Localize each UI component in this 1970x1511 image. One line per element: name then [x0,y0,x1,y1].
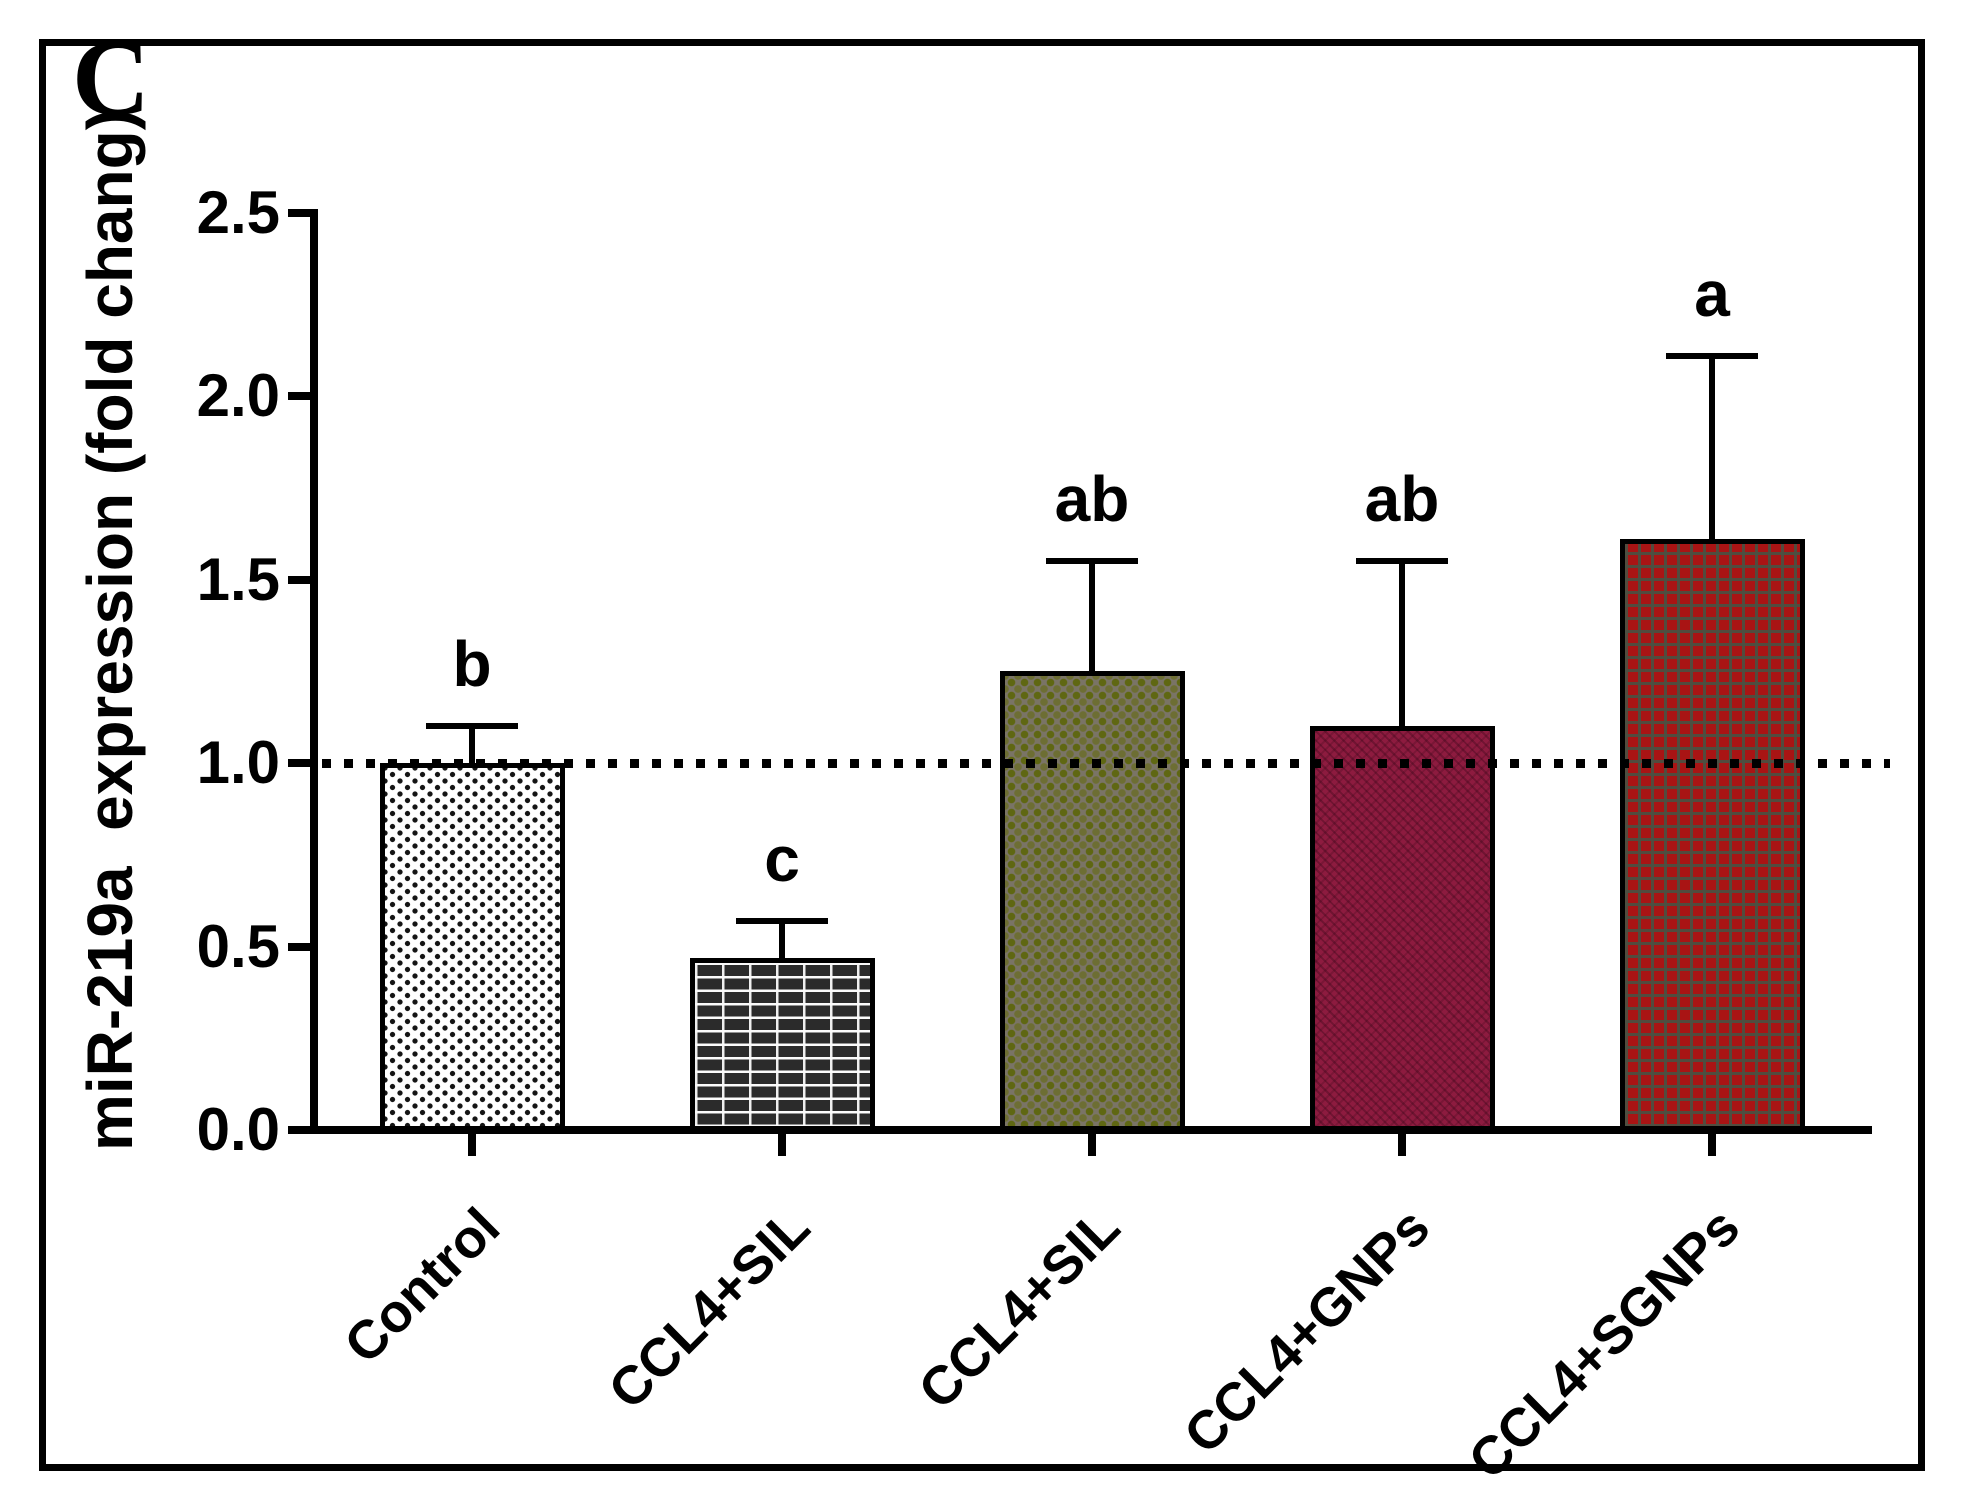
y-tick-label: 0.5 [196,912,280,980]
significance-letter: ab [1364,463,1440,536]
figure-border-frame [39,39,1925,1471]
x-tick [468,1134,476,1156]
y-tick-label: 1.5 [196,545,280,613]
y-tick-label: 2.0 [196,362,280,429]
error-bar-cap [736,917,828,924]
y-tick-label: 0.0 [196,1096,280,1163]
error-bar-cap [1666,352,1758,359]
y-tick [288,759,310,767]
significance-letter: c [764,822,800,895]
x-tick [1088,1134,1096,1156]
y-tick [288,1126,310,1134]
x-category-label: CCL4+SGNPs [1457,1196,1752,1491]
y-tick [288,575,310,584]
error-bar-cap [1046,558,1138,565]
bar-CCL4+SGNPs [1619,539,1805,1132]
bar-CCL4+GNPs [1309,726,1495,1132]
bar-Control [379,763,565,1132]
y-tick [288,208,310,217]
x-tick [778,1134,786,1156]
x-tick [1708,1134,1716,1156]
error-bar-stem [1709,355,1715,544]
error-bar-stem [469,726,475,767]
error-bar-cap [426,723,518,730]
significance-letter: b [452,628,492,701]
y-tick [288,392,310,400]
bar-CCL4+SIL [689,957,875,1132]
x-axis-line [310,1126,1872,1134]
error-bar-cap [1356,558,1448,565]
error-bar-stem [1089,561,1095,676]
reference-line-1x [322,759,1890,768]
error-bar-stem [779,920,785,962]
x-tick [1398,1134,1406,1156]
y-tick-label: 1.0 [196,729,280,796]
error-bar-stem [1399,561,1405,731]
y-tick [288,942,310,951]
y-axis-line [310,208,318,1134]
bar-CCL4+SIL [999,671,1185,1132]
x-category-label: CCL4+SIL [597,1196,822,1421]
x-category-label: CCL4+GNPs [1172,1196,1442,1466]
y-tick-label: 2.5 [196,178,280,246]
significance-letter: ab [1054,463,1130,536]
panel-letter: C [72,19,150,138]
x-category-label: Control [333,1196,512,1375]
x-category-label: CCL4+SIL [907,1196,1132,1421]
significance-letter: a [1694,257,1730,330]
